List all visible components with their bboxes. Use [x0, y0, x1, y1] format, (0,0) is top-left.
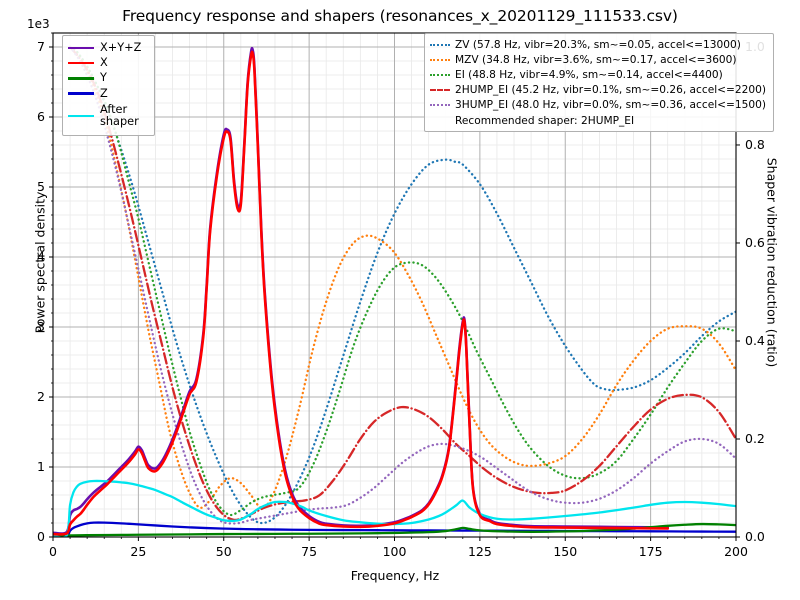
psd-curves [53, 46, 736, 537]
legend-swatch-icon [430, 40, 450, 50]
legend-item-ei: EI (48.8 Hz, vibr=4.9%, sm~=0.14, accel<… [430, 67, 766, 82]
legend-shapers: ZV (57.8 Hz, vibr=20.3%, sm~=0.05, accel… [424, 33, 774, 133]
legend-label: ZV (57.8 Hz, vibr=20.3%, sm~=0.05, accel… [455, 38, 741, 51]
legend-swatch-icon [430, 100, 450, 110]
legend-swatch-icon [68, 110, 94, 122]
y-tick-0: 0 [37, 529, 45, 544]
y-axis-offset-label: 1e3 [27, 17, 50, 31]
legend-item-mzv: MZV (34.8 Hz, vibr=3.6%, sm~=0.17, accel… [430, 52, 766, 67]
legend-label: 3HUMP_EI (48.0 Hz, vibr=0.0%, sm~=0.36, … [455, 99, 766, 112]
legend-label: X [100, 56, 108, 70]
legend-item-x-y-z: X+Y+Z [68, 40, 148, 55]
legend-spacer [430, 116, 450, 126]
x-tick-200: 200 [724, 544, 748, 559]
x-axis-label: Frequency, Hz [350, 568, 440, 583]
legend-swatch-icon [68, 42, 94, 54]
y2-tick-0.8: 0.8 [745, 136, 765, 152]
shaper-curves [68, 45, 736, 525]
y2-tick-0.2: 0.2 [745, 430, 765, 446]
legend-swatch-icon [430, 70, 450, 80]
legend-item-zv: ZV (57.8 Hz, vibr=20.3%, sm~=0.05, accel… [430, 37, 766, 52]
shaper-curve-ZV [68, 45, 736, 525]
legend-label: MZV (34.8 Hz, vibr=3.6%, sm~=0.17, accel… [455, 53, 737, 66]
shaper-curve-EI [68, 45, 736, 517]
x-tick-25: 25 [130, 544, 147, 559]
y2-tick-0.4: 0.4 [745, 332, 765, 348]
x-tick-125: 125 [467, 544, 492, 559]
legend-label: X+Y+Z [100, 40, 142, 54]
psd-curve-X [53, 50, 669, 536]
y-tick-1: 1 [37, 459, 45, 474]
y-tick-5: 5 [37, 179, 45, 194]
x-tick-75: 75 [301, 544, 318, 559]
y-tick-4: 4 [37, 249, 45, 264]
y-tick-6: 6 [37, 109, 45, 124]
shaper-curve-MZV [68, 45, 736, 509]
x-tick-0: 0 [49, 544, 57, 559]
legend-label: Z [100, 86, 108, 100]
legend-signals: X+Y+Z X Y Z After shaper [62, 35, 155, 136]
x-tick-100: 100 [382, 544, 407, 559]
legend-item-3hump_ei: 3HUMP_EI (48.0 Hz, vibr=0.0%, sm~=0.36, … [430, 98, 766, 113]
x-tick-150: 150 [553, 544, 578, 559]
recommended-shaper-note: Recommended shaper: 2HUMP_EI [430, 113, 766, 128]
shaper-curve-3HUMP_EI [68, 45, 736, 525]
legend-item-x: X [68, 55, 148, 70]
chart-title: Frequency response and shapers (resonanc… [122, 7, 678, 25]
legend-swatch-icon [68, 72, 94, 84]
y-tick-7: 7 [37, 39, 45, 54]
axes [49, 32, 740, 541]
legend-item-y: Y [68, 70, 148, 85]
y2-tick-0.0: 0.0 [745, 529, 765, 544]
shaper-curve-2HUMP_EI [68, 45, 736, 522]
recommended-shaper-label: Recommended shaper: 2HUMP_EI [455, 114, 635, 127]
legend-item-after-shaper: After shaper [68, 101, 148, 131]
legend-swatch-icon [68, 87, 94, 99]
legend-label: EI (48.8 Hz, vibr=4.9%, sm~=0.14, accel<… [455, 68, 723, 81]
psd-curve-After-shaper [53, 479, 736, 537]
y-tick-2: 2 [37, 389, 45, 404]
x-tick-50: 50 [215, 544, 232, 559]
legend-label: 2HUMP_EI (45.2 Hz, vibr=0.1%, sm~=0.26, … [455, 84, 766, 97]
legend-swatch-icon [68, 57, 94, 69]
x-tick-175: 175 [638, 544, 663, 559]
legend-label: Y [100, 71, 107, 85]
legend-item-2hump_ei: 2HUMP_EI (45.2 Hz, vibr=0.1%, sm~=0.26, … [430, 83, 766, 98]
legend-label: After shaper [100, 102, 139, 128]
y2-tick-0.6: 0.6 [745, 234, 765, 250]
y-tick-3: 3 [37, 319, 45, 334]
legend-item-z: Z [68, 86, 148, 101]
legend-swatch-icon [430, 55, 450, 65]
legend-swatch-icon [430, 85, 450, 95]
